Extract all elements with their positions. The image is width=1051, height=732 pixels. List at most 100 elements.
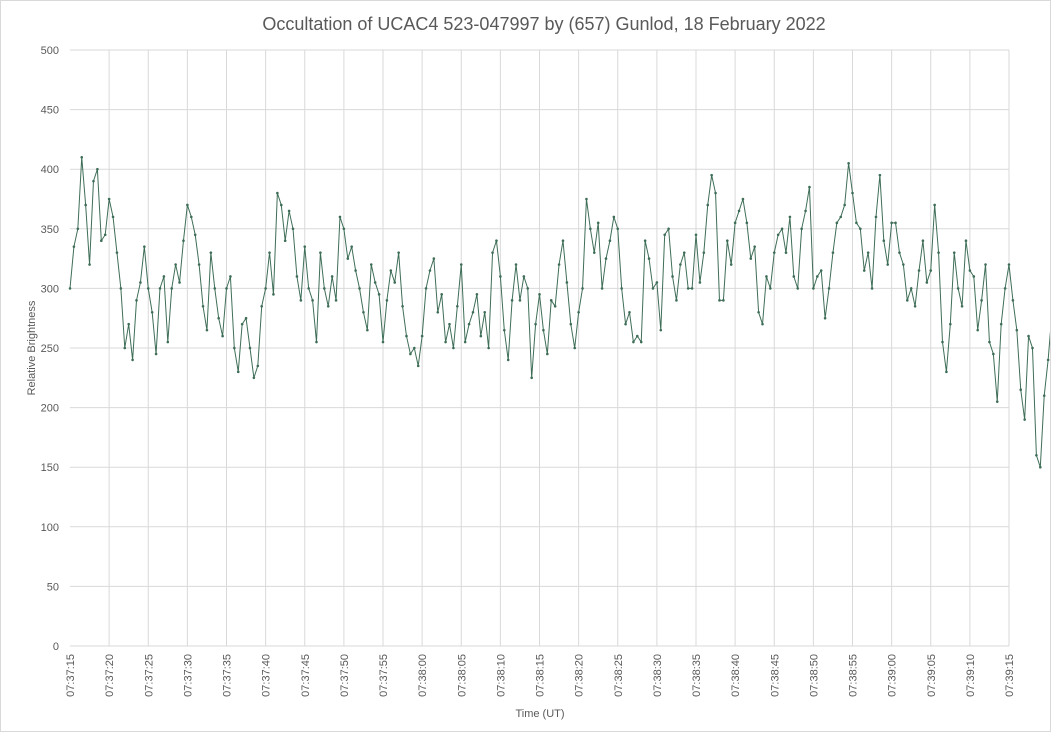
data-point [804, 209, 807, 213]
data-point [260, 304, 264, 308]
x-tick-label: 07:38:20 [574, 654, 586, 697]
data-point [929, 269, 933, 272]
data-point [272, 293, 275, 296]
data-point [428, 269, 432, 272]
data-point [444, 340, 447, 344]
data-point [651, 287, 655, 290]
data-point [686, 287, 690, 290]
data-point [741, 197, 745, 201]
data-point [307, 287, 310, 290]
data-point [178, 281, 181, 284]
data-point [553, 304, 557, 308]
data-point [538, 293, 541, 296]
y-tick-label: 500 [41, 45, 59, 57]
data-point [362, 310, 365, 314]
data-point [679, 263, 682, 266]
data-point [694, 233, 698, 237]
data-point [878, 173, 882, 177]
data-point [276, 191, 279, 195]
data-point [193, 233, 197, 237]
x-tick-label: 07:38:50 [808, 654, 820, 697]
data-point [495, 239, 498, 243]
data-point [815, 275, 819, 278]
data-point [409, 352, 412, 356]
data-point [855, 221, 858, 225]
data-point [722, 299, 725, 302]
y-tick-label: 100 [41, 522, 59, 534]
data-point [358, 287, 361, 290]
data-point [905, 299, 909, 302]
data-point [377, 293, 381, 296]
data-point [612, 215, 616, 219]
data-point [416, 364, 420, 368]
data-point [475, 293, 479, 296]
data-point [827, 287, 831, 290]
data-point [84, 203, 87, 207]
data-point [761, 322, 764, 326]
data-point [103, 233, 107, 237]
data-point [514, 263, 518, 266]
data-point [890, 221, 893, 225]
x-tick-label: 07:37:50 [339, 654, 351, 697]
y-tick-label: 250 [41, 343, 59, 355]
data-point [581, 287, 584, 290]
data-point [225, 287, 228, 290]
data-point [726, 239, 729, 243]
data-point [765, 275, 768, 278]
data-point [229, 275, 232, 278]
data-point [252, 376, 256, 380]
data-point [632, 340, 635, 344]
data-point [162, 275, 166, 278]
data-point [1011, 299, 1015, 302]
data-point [72, 245, 76, 248]
data-point [342, 227, 346, 231]
data-point [143, 245, 146, 248]
data-point [882, 239, 886, 243]
data-point [702, 251, 706, 254]
data-point [671, 275, 674, 278]
data-point [338, 215, 342, 219]
data-point [753, 245, 756, 248]
data-point [988, 340, 991, 344]
data-point [291, 227, 295, 231]
y-tick-label: 400 [41, 164, 59, 176]
data-point [346, 257, 350, 260]
data-point [992, 352, 995, 356]
data-point [483, 310, 487, 314]
data-point [608, 239, 612, 243]
data-point [565, 281, 569, 284]
data-point [710, 173, 713, 177]
x-tick-label: 07:37:35 [222, 654, 234, 697]
data-point [479, 334, 483, 338]
data-point [393, 281, 397, 284]
y-tick-labels: 0 50 100 150 200 250 300 350 400 450 500 [41, 45, 59, 653]
x-tick-labels: 07:37:15 07:37:20 07:37:25 07:37:30 07:37:35… [65, 654, 1016, 697]
data-point [68, 287, 72, 290]
data-point [819, 269, 823, 272]
data-point [937, 251, 940, 254]
data-point [115, 251, 119, 254]
data-point [874, 215, 878, 219]
data-point [92, 179, 95, 183]
data-point [236, 370, 240, 374]
data-point [663, 233, 666, 237]
data-point [131, 358, 134, 362]
data-point [894, 221, 897, 225]
data-point [448, 322, 451, 326]
series-layer [68, 155, 1050, 469]
data-point [749, 257, 753, 260]
y-tick-label: 50 [47, 581, 59, 593]
data-point [812, 287, 815, 290]
x-tick-label: 07:38:00 [417, 654, 429, 697]
data-point [956, 287, 960, 290]
data-point [831, 251, 835, 254]
data-point [667, 227, 670, 231]
data-point [111, 215, 115, 219]
data-point [859, 227, 862, 231]
data-point [968, 269, 972, 272]
data-point [100, 239, 103, 243]
data-point [373, 281, 377, 284]
x-tick-label: 07:37:55 [378, 654, 390, 697]
data-point [499, 275, 502, 278]
